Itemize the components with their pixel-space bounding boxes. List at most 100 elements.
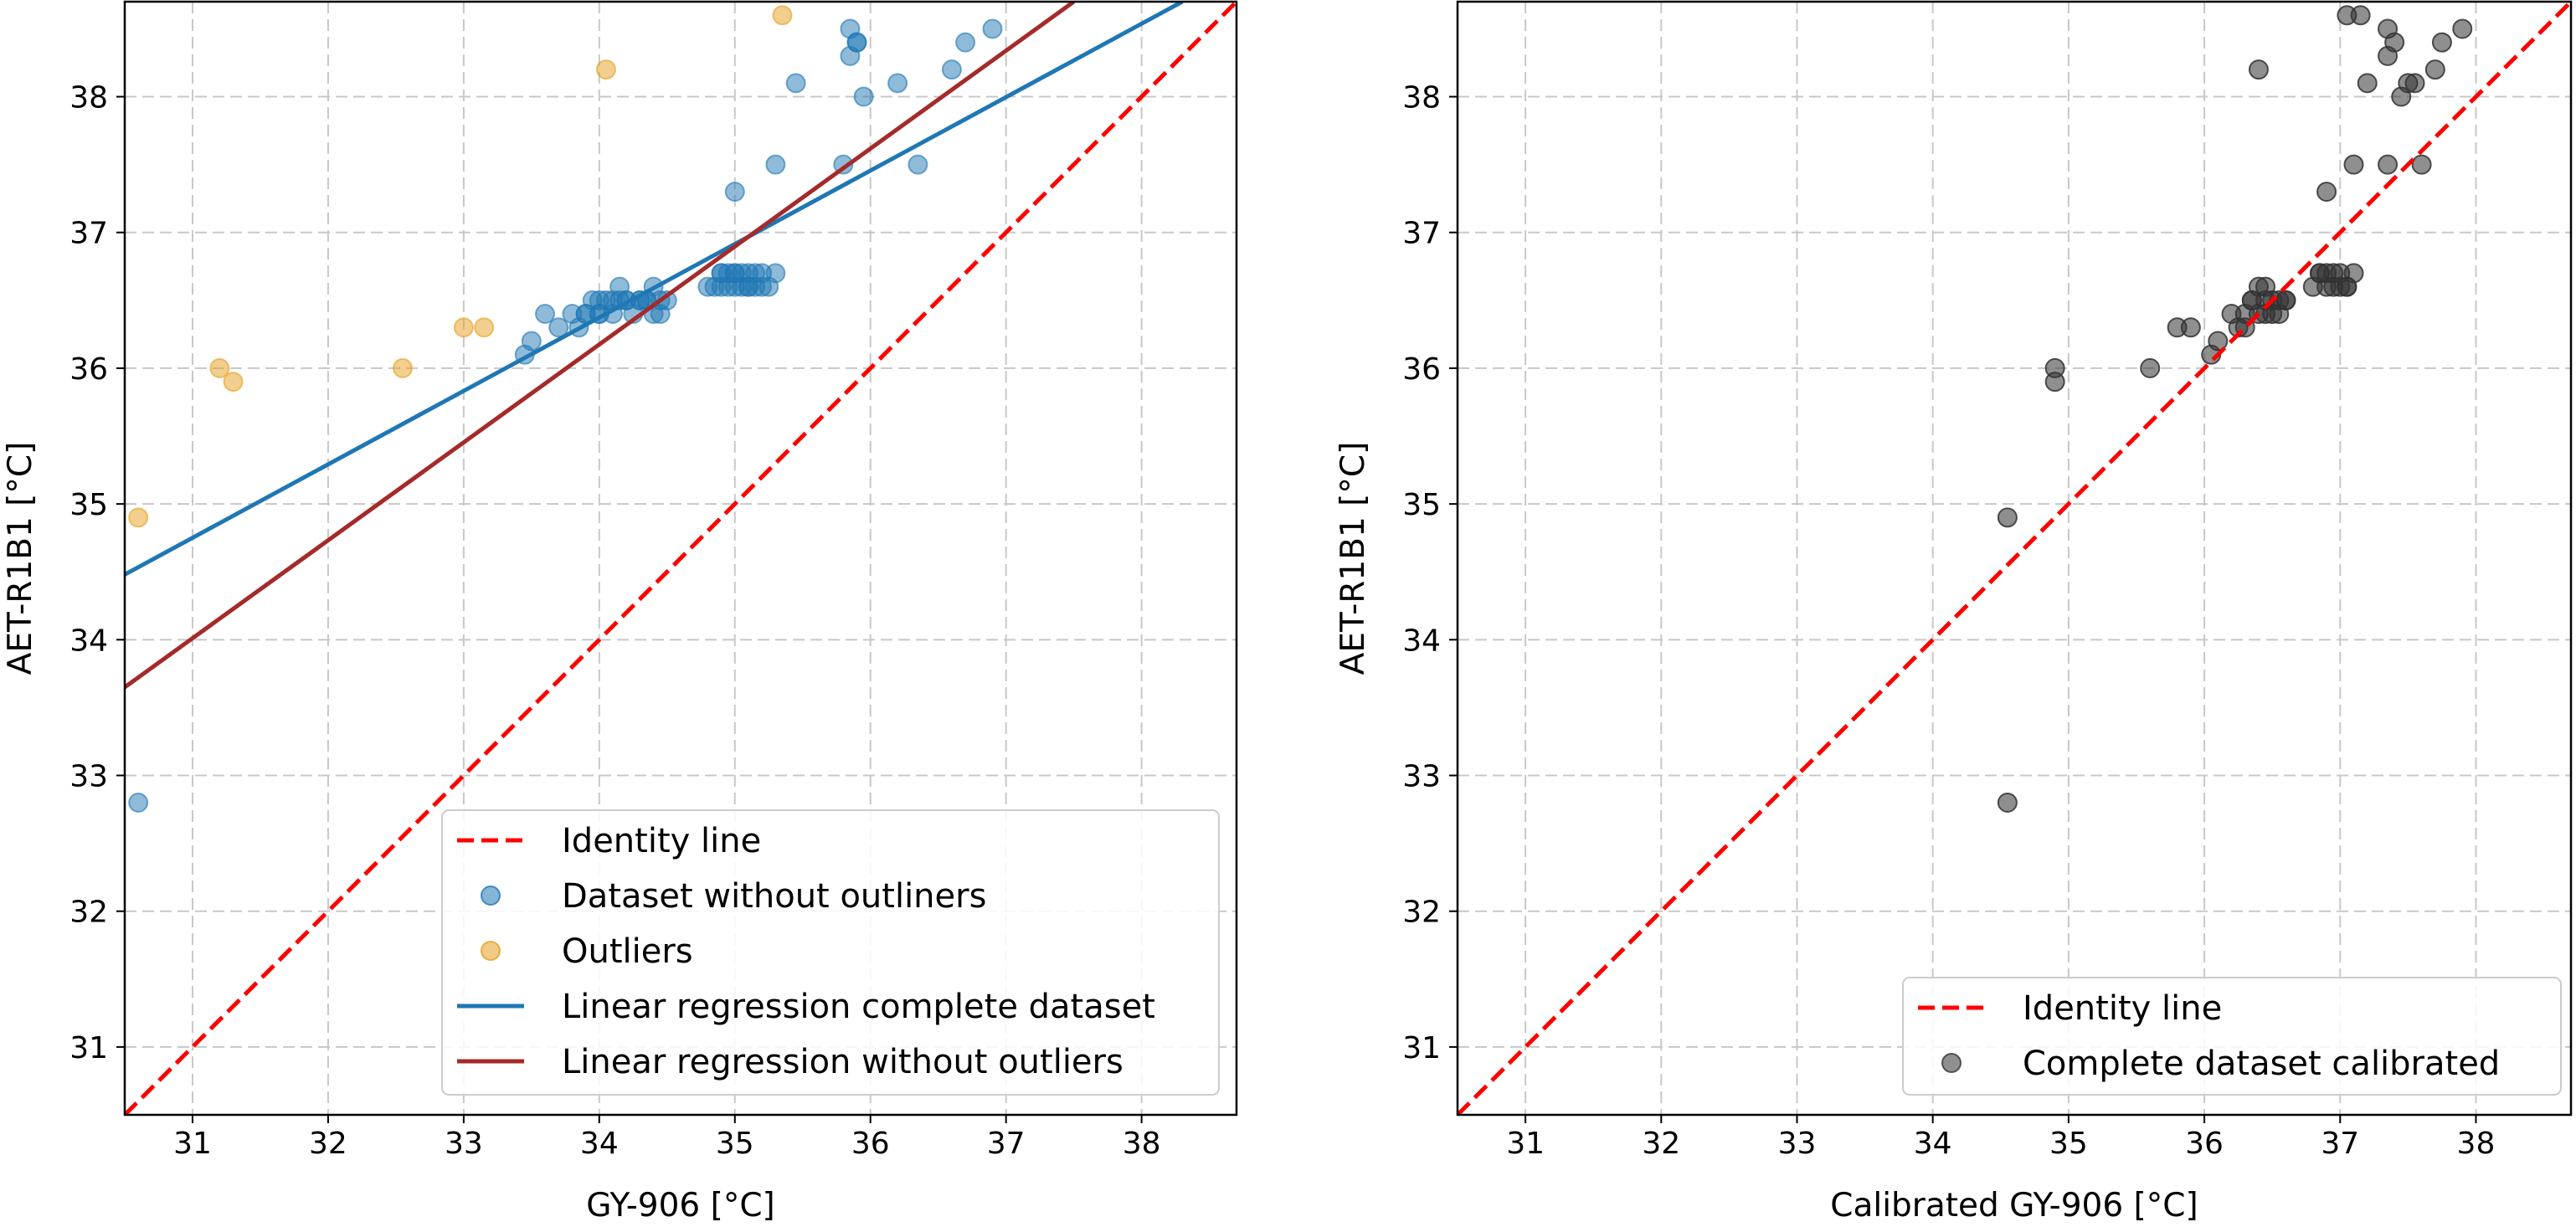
- legend-box: [441, 809, 1220, 1096]
- legend-marker-handle: [1941, 1053, 1962, 1073]
- identity-line: [125, 2, 1237, 1115]
- data-point: [941, 59, 962, 80]
- x-tick-label: 35: [2049, 1127, 2088, 1161]
- legend-entry-label: Identity line: [2023, 989, 2222, 1028]
- legend-entry-label: Linear regression without outliers: [562, 1043, 1123, 1081]
- legend-entry-label: Identity line: [562, 822, 761, 860]
- x-tick-label: 36: [851, 1127, 890, 1161]
- y-tick-label: 36: [69, 352, 108, 387]
- y-tick-label: 32: [1402, 896, 1441, 930]
- left-panel: 31 32 33 34 35 36 37 38 31 32 33 34 35 36 37 38 GY-906 […: [2, 0, 1238, 1224]
- regression-line: [125, 2, 1184, 577]
- x-tick-label: 33: [445, 1127, 483, 1161]
- data-point: [2357, 73, 2378, 94]
- data-point: [955, 32, 976, 53]
- legend: Identity line Complete dataset calibrated: [1902, 977, 2562, 1096]
- data-point: [2330, 263, 2351, 284]
- x-tick-label: 35: [716, 1127, 754, 1161]
- y-axis-label: AET-R1B1 [°C]: [2, 442, 39, 675]
- data-point: [2378, 18, 2399, 39]
- x-tick-label: 34: [580, 1127, 619, 1161]
- legend-box: [1902, 977, 2562, 1096]
- y-tick-label: 36: [1402, 352, 1441, 387]
- data-point: [2044, 372, 2065, 393]
- data-point: [2398, 73, 2419, 94]
- data-point: [2452, 18, 2473, 39]
- y-tick-label: 32: [69, 896, 108, 930]
- y-tick-label: 33: [69, 760, 108, 794]
- data-point: [2411, 154, 2432, 175]
- data-point: [887, 73, 908, 94]
- y-tick-label: 34: [1402, 624, 1441, 658]
- scatter-series: [1997, 5, 2473, 813]
- legend-marker-handle: [481, 886, 501, 906]
- data-point: [521, 331, 542, 352]
- data-point: [1997, 507, 2018, 528]
- y-axis-label: AET-R1B1 [°C]: [1334, 442, 1372, 675]
- data-point: [535, 304, 556, 325]
- data-point: [2337, 5, 2357, 26]
- data-point: [772, 5, 793, 26]
- data-point: [548, 317, 569, 338]
- x-tick-label: 31: [1506, 1127, 1545, 1161]
- legend-entry-label: Dataset without outliners: [562, 877, 986, 916]
- x-tick-label: 32: [309, 1127, 347, 1161]
- x-tick-label: 38: [2457, 1127, 2496, 1161]
- data-point: [724, 182, 745, 203]
- data-point: [128, 792, 149, 813]
- y-tick-label: 38: [1402, 81, 1441, 116]
- data-point: [2248, 59, 2269, 80]
- legend: Identity line Dataset without outliners Ou…: [441, 809, 1220, 1096]
- data-point: [2140, 357, 2161, 378]
- scatter-series: [128, 18, 1003, 813]
- data-point: [2431, 32, 2452, 53]
- data-point: [785, 73, 806, 94]
- data-point: [2208, 331, 2229, 352]
- data-point: [982, 18, 1003, 39]
- data-point: [2378, 154, 2399, 175]
- y-tick-label: 34: [69, 624, 108, 658]
- data-point: [589, 290, 609, 311]
- y-tick-label: 31: [69, 1031, 108, 1065]
- data-point: [908, 154, 928, 175]
- data-point: [223, 372, 244, 393]
- y-tick-label: 35: [69, 488, 108, 522]
- y-tick-label: 37: [69, 217, 108, 251]
- data-point: [2424, 59, 2445, 80]
- data-point: [724, 263, 745, 284]
- regression-line: [125, 2, 1076, 690]
- y-tick-label: 37: [1402, 217, 1441, 251]
- legend-entry-label: Linear regression complete dataset: [562, 988, 1155, 1026]
- data-point: [453, 317, 474, 338]
- y-tick-label: 38: [69, 81, 108, 116]
- data-point: [474, 317, 495, 338]
- y-tick-label: 35: [1402, 488, 1441, 522]
- axes-frame: [1456, 0, 2573, 1117]
- x-tick-label: 38: [1123, 1127, 1161, 1161]
- data-point: [2316, 182, 2337, 203]
- identity-line: [1458, 2, 2571, 1115]
- x-tick-label: 32: [1642, 1127, 1680, 1161]
- legend-entry-label: Complete dataset calibrated: [2023, 1045, 2500, 1083]
- scatter-series: [128, 5, 793, 528]
- x-tick-label: 37: [987, 1127, 1026, 1161]
- data-point: [2255, 276, 2276, 297]
- axes-frame: [123, 0, 1238, 1117]
- data-point: [2241, 290, 2262, 311]
- legend-entry-label: Outliers: [562, 932, 693, 971]
- x-tick-label: 31: [173, 1127, 212, 1161]
- data-point: [2180, 317, 2201, 338]
- x-tick-label: 37: [2321, 1127, 2359, 1161]
- legend-marker-handle: [481, 941, 501, 961]
- x-axis-label: Calibrated GY-906 [°C]: [1830, 1187, 2198, 1224]
- data-point: [2378, 45, 2399, 66]
- data-point: [738, 276, 758, 297]
- x-tick-label: 33: [1778, 1127, 1817, 1161]
- data-point: [2343, 154, 2364, 175]
- x-tick-label: 34: [1914, 1127, 1952, 1161]
- y-tick-label: 31: [1402, 1031, 1441, 1065]
- x-axis-label: GY-906 [°C]: [586, 1187, 775, 1224]
- x-tick-label: 36: [2185, 1127, 2224, 1161]
- y-tick-label: 33: [1402, 760, 1441, 794]
